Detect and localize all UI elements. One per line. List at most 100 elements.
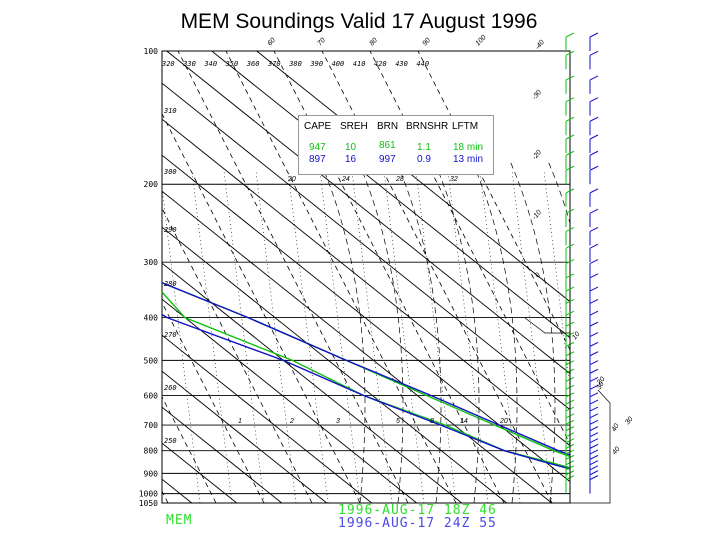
theta-label: 400 xyxy=(332,60,345,68)
wind-barb-flag xyxy=(565,299,575,304)
theta-label: 350 xyxy=(225,60,239,68)
wind-barb-flag xyxy=(565,243,575,249)
top-temperature-label: 80 xyxy=(368,37,379,48)
index-header-lftm: LFTM xyxy=(452,121,479,132)
wind-barb-flag xyxy=(589,475,599,481)
theta-label: 440 xyxy=(416,60,429,68)
mixing-ratio-line xyxy=(383,170,425,503)
mixing-ratio-label: 2 xyxy=(289,418,294,425)
wind-barb-flag xyxy=(589,299,599,304)
wind-barb-flag xyxy=(589,368,599,374)
moist-adiabat xyxy=(395,160,442,503)
wind-barb-flag xyxy=(565,75,575,81)
isotherm-line xyxy=(0,51,147,503)
isotherm-label: -40 xyxy=(534,39,546,51)
wind-barb-flag xyxy=(589,465,599,471)
dry-adiabat xyxy=(162,113,361,503)
hodograph-outline xyxy=(524,317,611,504)
wind-barb-flag xyxy=(589,426,599,432)
isotherm-line xyxy=(162,406,283,503)
wind-barb-flag xyxy=(565,227,575,232)
isotherm-line xyxy=(162,262,463,503)
legend-series-18z: 1996-AUG-17 18Z 46 xyxy=(338,503,497,518)
mixing-ratio-label: 3 xyxy=(336,418,340,425)
theta-label: 390 xyxy=(309,60,323,68)
mixing-ratio-label: 5 xyxy=(396,418,400,425)
wind-barb-flag xyxy=(589,470,599,476)
wind-barb-flag xyxy=(589,97,599,103)
theta-label: 310 xyxy=(163,107,177,115)
theta-label: 380 xyxy=(288,60,302,68)
wind-barb-flag xyxy=(589,188,599,194)
wind-barb-flag xyxy=(589,406,599,412)
dry-adiabat xyxy=(369,51,570,445)
theta-label: 410 xyxy=(353,60,366,68)
pressure-label: 1050 xyxy=(139,499,158,508)
wind-barb-flag xyxy=(565,50,575,56)
wind-barb-flag xyxy=(589,376,599,382)
dry-adiabat xyxy=(162,207,313,503)
index-header-brnshr: BRNSHR xyxy=(406,121,449,132)
pressure-label: 300 xyxy=(144,258,159,267)
wind-barb-flag xyxy=(565,321,575,327)
wind-barb-flag xyxy=(589,392,599,398)
temperature-profile xyxy=(162,282,570,458)
stability-indices-table: CAPE SREH BRN BRNSHR LFTM 947 10 861 1.1… xyxy=(298,115,494,175)
mixing-ratio-line xyxy=(415,170,457,503)
wind-barb-flag xyxy=(565,208,575,214)
wind-barb-flag xyxy=(565,134,575,140)
isotherm-label: -20 xyxy=(531,149,543,161)
dry-adiabat xyxy=(162,395,217,503)
temperature-profile xyxy=(162,282,570,456)
theta-label: 330 xyxy=(182,60,196,68)
isotherm-line xyxy=(0,51,57,503)
isotherm-label: 20 xyxy=(596,376,607,387)
isotherm-line xyxy=(162,370,328,503)
wind-barb-flag xyxy=(589,413,599,419)
wind-barb-flag xyxy=(589,286,599,292)
moist-adiabat xyxy=(433,160,480,503)
dry-adiabat xyxy=(177,51,409,503)
wind-barb-flag xyxy=(565,188,575,194)
index-value: 16 xyxy=(345,154,357,165)
dry-adiabat xyxy=(273,51,505,503)
wind-barb-flag xyxy=(589,399,599,405)
dry-adiabat xyxy=(0,51,24,503)
mixing-ratio-line xyxy=(191,170,233,503)
sounding-profiles xyxy=(162,282,570,470)
isobars xyxy=(161,50,571,504)
wind-barb-flag xyxy=(589,360,599,366)
mixing-ratio-label: 24 xyxy=(341,176,350,183)
isotherm-line xyxy=(162,226,508,503)
index-value: 10 xyxy=(345,142,357,153)
wind-barb-flag xyxy=(589,310,599,316)
dry-adiabat xyxy=(162,490,169,503)
wind-barb-flag xyxy=(589,438,599,444)
wind-barb-flag xyxy=(589,150,599,156)
wind-barbs xyxy=(565,32,599,494)
dry-adiabat xyxy=(0,51,120,503)
theta-label: 290 xyxy=(164,226,177,234)
index-value: 18 min xyxy=(453,142,484,153)
index-value: 897 xyxy=(309,154,326,165)
wind-barb-flag xyxy=(589,134,599,140)
wind-barb-flag xyxy=(589,273,599,279)
wind-barb-flag xyxy=(565,116,575,122)
pressure-label: 600 xyxy=(144,391,159,400)
isotherm-line xyxy=(162,190,553,503)
wind-barb-flag xyxy=(565,286,575,292)
wind-barb-flag xyxy=(589,321,599,327)
theta-label: 300 xyxy=(163,168,177,176)
mixing-ratio-line xyxy=(351,170,393,503)
pressure-label: 200 xyxy=(144,180,159,189)
top-temperature-label: 60 xyxy=(266,37,277,48)
wind-barb-flag xyxy=(589,454,599,460)
pressure-label: 800 xyxy=(144,447,159,456)
pressure-label: 1000 xyxy=(139,490,158,499)
wind-barb-flag xyxy=(589,208,599,214)
dry-adiabat xyxy=(0,51,72,503)
wind-barb-flag xyxy=(589,449,599,455)
wind-barb-flag xyxy=(565,165,575,171)
isotherm-line xyxy=(0,51,12,503)
